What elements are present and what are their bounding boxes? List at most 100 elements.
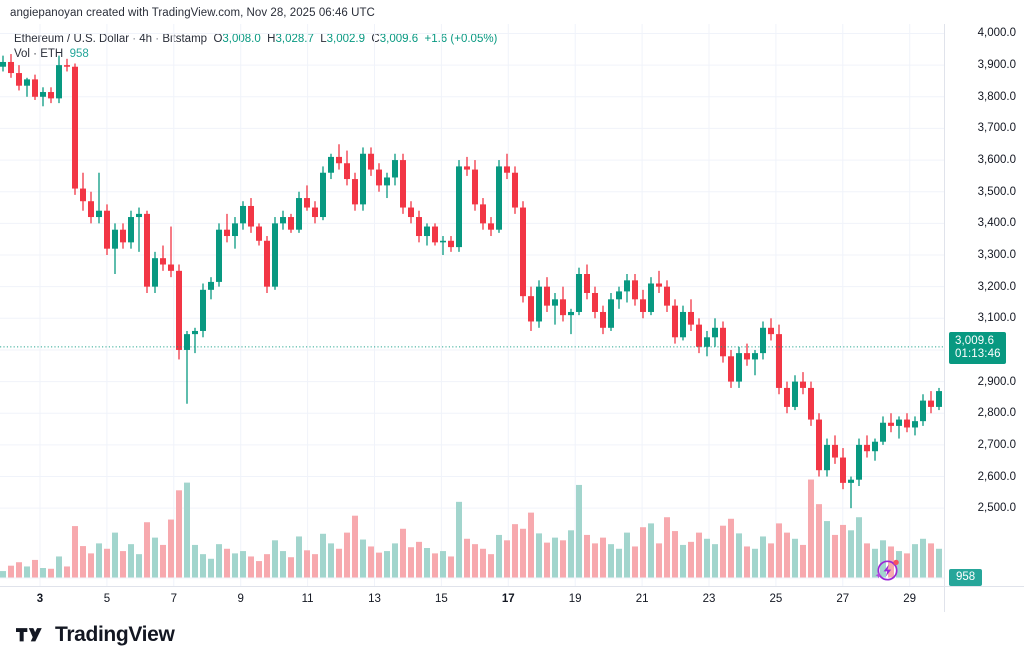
volume-bar xyxy=(704,538,710,578)
volume-bar xyxy=(416,541,422,578)
volume-bar xyxy=(712,544,718,578)
legend-close-key: C xyxy=(371,33,380,45)
volume-bar xyxy=(0,571,6,578)
chart-plot-area[interactable] xyxy=(0,24,944,586)
price-axis-tick: 3,200.0 xyxy=(977,280,1016,293)
candle-body xyxy=(600,311,606,328)
volume-bar xyxy=(384,551,390,578)
volume-bar xyxy=(176,490,182,578)
volume-bar xyxy=(216,544,222,578)
grid-lines xyxy=(0,24,944,586)
candle-body xyxy=(744,353,750,360)
time-axis-tick: 21 xyxy=(635,593,649,605)
volume-bar xyxy=(128,544,134,578)
legend-volume-row[interactable]: Vol · ETH 958 xyxy=(14,47,497,62)
volume-bar xyxy=(392,543,398,578)
volume-bar xyxy=(552,537,558,578)
volume-bar xyxy=(936,548,942,578)
volume-bar xyxy=(456,501,462,578)
time-axis[interactable]: 3 5 7 9 11 13 15 17 19 21 23 25 27 29 xyxy=(0,586,944,612)
volume-value-badge[interactable]: 958 xyxy=(949,569,983,586)
candle-body xyxy=(288,217,294,230)
tradingview-logo-icon xyxy=(16,627,42,641)
volume-bar xyxy=(904,553,910,578)
candle-body xyxy=(464,166,470,170)
candle-body xyxy=(496,166,502,230)
price-axis-tick: 3,700.0 xyxy=(977,122,1016,135)
candle-body xyxy=(424,226,430,237)
candle-body xyxy=(120,229,126,243)
legend-open-key: O xyxy=(213,33,223,45)
candle-body xyxy=(680,311,686,338)
volume-bar xyxy=(872,548,878,578)
candle-body xyxy=(640,299,646,312)
candle-body xyxy=(56,65,62,99)
time-axis-tick: 5 xyxy=(103,593,111,605)
volume-bar xyxy=(96,543,102,578)
candle-body xyxy=(64,65,70,67)
candle-body xyxy=(264,240,270,287)
volume-bar xyxy=(752,548,758,578)
legend-symbol-row[interactable]: Ethereum / U.S. Dollar · 4h · Bitstamp O… xyxy=(14,32,497,47)
candle-body xyxy=(280,217,286,224)
volume-bar xyxy=(432,553,438,578)
volume-bar xyxy=(88,553,94,578)
candle-body xyxy=(632,280,638,300)
volume-bar xyxy=(584,534,590,578)
candle-body xyxy=(376,169,382,186)
volume-bar xyxy=(352,515,358,578)
candle-body xyxy=(488,223,494,230)
candle-body xyxy=(584,274,590,293)
volume-bar xyxy=(864,543,870,578)
volume-bar xyxy=(288,557,294,578)
attribution-text: angiepanoyan created with TradingView.co… xyxy=(10,7,375,19)
sparks-lightning-icon[interactable] xyxy=(871,554,903,586)
current-price-badge[interactable]: 3,009.6 01:13:46 xyxy=(949,331,1006,364)
candle-body xyxy=(544,286,550,306)
candle-body xyxy=(776,334,782,388)
volume-bar xyxy=(8,565,14,578)
candle-body xyxy=(704,337,710,347)
candle-body xyxy=(240,205,246,224)
candle-body xyxy=(8,61,14,74)
candle-body xyxy=(144,213,150,287)
candle-body xyxy=(824,444,830,471)
volume-bar xyxy=(312,554,318,578)
candle-body xyxy=(80,188,86,202)
volume-bar xyxy=(120,551,126,578)
volume-bar xyxy=(328,543,334,578)
volume-bar xyxy=(536,533,542,578)
candle-body xyxy=(568,311,574,316)
volume-bar xyxy=(184,482,190,578)
volume-bar xyxy=(832,534,838,578)
candle-body xyxy=(696,324,702,347)
volume-bar xyxy=(504,540,510,578)
volume-bar xyxy=(160,544,166,578)
candle-body xyxy=(184,334,190,350)
candle-body xyxy=(888,422,894,426)
tradingview-logo[interactable]: TradingView xyxy=(16,623,175,647)
chart-canvas[interactable] xyxy=(0,24,944,586)
candle-body xyxy=(800,381,806,388)
candle-body xyxy=(208,281,214,290)
volume-bar xyxy=(520,528,526,578)
time-axis-tick: 11 xyxy=(301,593,314,605)
candle-body xyxy=(88,201,94,218)
volume-bar xyxy=(40,568,46,578)
volume-bar xyxy=(680,544,686,578)
candle-body xyxy=(856,444,862,480)
time-axis-tick: 23 xyxy=(702,593,716,605)
candle-body xyxy=(576,274,582,312)
volume-bar xyxy=(488,554,494,578)
candle-body xyxy=(176,270,182,350)
legend-interval[interactable]: 4h xyxy=(139,33,153,45)
time-axis-tick: 17 xyxy=(501,593,515,605)
volume-bar xyxy=(64,566,70,578)
candle-body xyxy=(192,330,198,335)
volume-bar xyxy=(168,519,174,578)
price-axis[interactable]: 4,000.0 3,900.0 3,800.0 3,700.0 3,600.0 3,500… xyxy=(944,24,1024,586)
candle-body xyxy=(816,419,822,471)
volume-bar xyxy=(344,532,350,578)
price-axis-tick: 2,600.0 xyxy=(977,470,1016,483)
candle-body xyxy=(664,286,670,306)
